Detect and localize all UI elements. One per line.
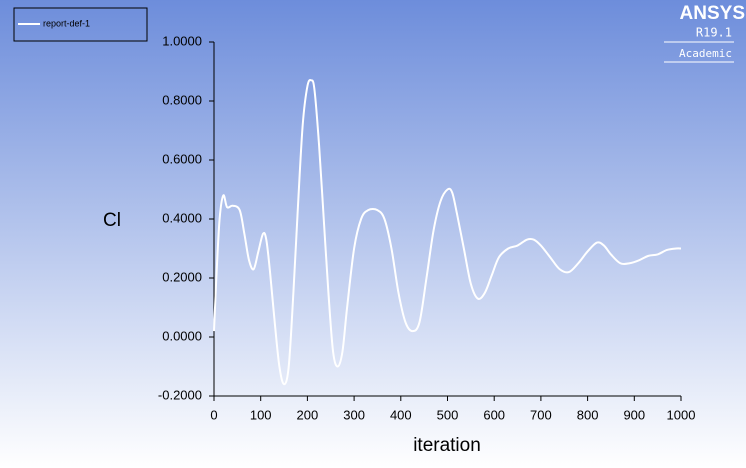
x-tick-label: 400 <box>390 407 412 422</box>
y-axis-label: Cl <box>103 210 121 231</box>
y-tick-label: 0.0000 <box>162 328 202 343</box>
x-tick-label: 700 <box>530 407 552 422</box>
x-tick-label: 600 <box>483 407 505 422</box>
y-tick-label: 0.8000 <box>162 92 202 107</box>
x-tick-label: 1000 <box>667 407 696 422</box>
logo-version: R19.1 <box>696 26 732 40</box>
y-tick-label: 0.2000 <box>162 269 202 284</box>
x-tick-label: 300 <box>343 407 365 422</box>
y-tick-label: 0.4000 <box>162 210 202 225</box>
legend-box <box>13 7 148 42</box>
y-tick-label: 0.6000 <box>162 151 202 166</box>
legend-label: report-def-1 <box>43 18 90 28</box>
y-tick-label: 1.0000 <box>162 33 202 48</box>
logo-edition: Academic <box>679 47 732 60</box>
x-tick-label: 800 <box>577 407 599 422</box>
y-tick-label: -0.2000 <box>158 387 202 402</box>
x-tick-label: 0 <box>210 407 217 422</box>
x-axis-label: iteration <box>413 435 481 456</box>
x-tick-label: 900 <box>623 407 645 422</box>
x-tick-label: 500 <box>437 407 459 422</box>
data-line <box>213 79 682 386</box>
x-tick-label: 100 <box>250 407 272 422</box>
x-tick-label: 200 <box>297 407 319 422</box>
logo-name: ANSYS <box>680 3 745 24</box>
